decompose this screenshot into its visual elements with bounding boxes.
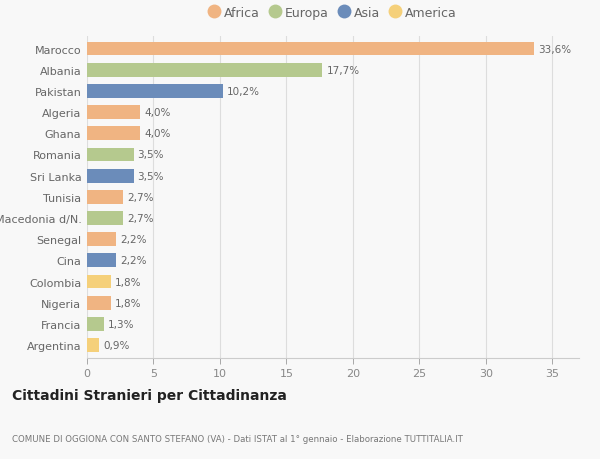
Text: COMUNE DI OGGIONA CON SANTO STEFANO (VA) - Dati ISTAT al 1° gennaio - Elaborazio: COMUNE DI OGGIONA CON SANTO STEFANO (VA)… [12, 434, 463, 442]
Text: 2,2%: 2,2% [120, 256, 147, 266]
Text: 2,7%: 2,7% [127, 192, 154, 202]
Text: 4,0%: 4,0% [144, 108, 170, 118]
Bar [87, 64, 322, 78]
Bar [87, 233, 116, 246]
Bar [87, 212, 123, 225]
Bar [87, 317, 104, 331]
Text: 3,5%: 3,5% [137, 150, 164, 160]
Text: 2,7%: 2,7% [127, 213, 154, 224]
Bar [87, 148, 134, 162]
Bar [87, 254, 116, 268]
Text: 33,6%: 33,6% [538, 45, 571, 55]
Text: 3,5%: 3,5% [137, 171, 164, 181]
Bar [87, 106, 140, 120]
Text: 1,8%: 1,8% [115, 298, 142, 308]
Text: 17,7%: 17,7% [326, 66, 359, 76]
Bar [87, 275, 111, 289]
Text: Cittadini Stranieri per Cittadinanza: Cittadini Stranieri per Cittadinanza [12, 388, 287, 403]
Bar [87, 127, 140, 141]
Bar [87, 85, 223, 99]
Text: 2,2%: 2,2% [120, 235, 147, 245]
Bar [87, 296, 111, 310]
Text: 10,2%: 10,2% [227, 87, 260, 97]
Text: 0,9%: 0,9% [103, 340, 130, 350]
Bar [87, 338, 99, 352]
Text: 1,8%: 1,8% [115, 277, 142, 287]
Bar [87, 169, 134, 183]
Text: 1,3%: 1,3% [108, 319, 135, 329]
Bar [87, 190, 123, 204]
Legend: Africa, Europa, Asia, America: Africa, Europa, Asia, America [205, 4, 461, 24]
Text: 4,0%: 4,0% [144, 129, 170, 139]
Bar [87, 43, 534, 56]
